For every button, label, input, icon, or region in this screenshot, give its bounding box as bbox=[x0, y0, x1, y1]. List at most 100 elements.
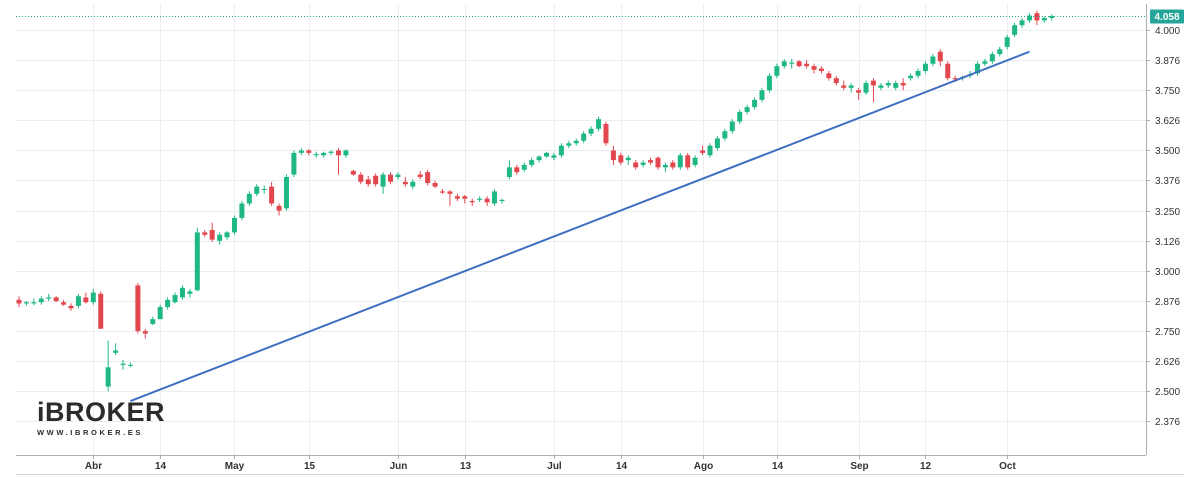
candle bbox=[75, 293, 81, 309]
candle-body bbox=[83, 297, 89, 303]
candle bbox=[209, 222, 215, 243]
candle bbox=[38, 296, 44, 305]
candle bbox=[900, 78, 906, 91]
candle bbox=[224, 231, 230, 240]
candle-body bbox=[974, 63, 980, 74]
candle bbox=[350, 169, 356, 176]
y-tick-label: 2.376 bbox=[1155, 417, 1180, 428]
candle bbox=[440, 189, 446, 194]
candle bbox=[707, 143, 713, 158]
candle bbox=[633, 160, 639, 170]
candle-body bbox=[261, 189, 267, 191]
candle-body bbox=[298, 150, 304, 153]
candle-body bbox=[187, 291, 193, 294]
x-tick-label: 13 bbox=[460, 461, 472, 472]
candle bbox=[744, 104, 750, 115]
candle bbox=[217, 232, 223, 245]
candle-body bbox=[306, 150, 312, 153]
candle-body bbox=[982, 61, 988, 64]
candle-body bbox=[610, 150, 616, 161]
candle-body bbox=[157, 307, 163, 320]
candle bbox=[172, 292, 178, 304]
candle bbox=[915, 68, 921, 79]
candle bbox=[566, 140, 572, 149]
candle bbox=[291, 150, 297, 177]
candle-body bbox=[633, 162, 639, 168]
candle-body bbox=[16, 299, 22, 304]
x-tick-label: 14 bbox=[772, 461, 784, 472]
candle bbox=[997, 46, 1003, 57]
candle bbox=[841, 80, 847, 91]
candle-body bbox=[930, 56, 936, 64]
candle bbox=[202, 229, 208, 238]
candle bbox=[1049, 14, 1055, 21]
y-tick-label: 4.000 bbox=[1155, 26, 1180, 37]
y-tick-label: 2.876 bbox=[1155, 297, 1180, 308]
x-tick-label: 15 bbox=[304, 461, 316, 472]
candle-body bbox=[789, 62, 795, 64]
candle bbox=[618, 152, 624, 165]
candle bbox=[573, 138, 579, 146]
candle bbox=[670, 160, 676, 170]
candle bbox=[61, 299, 67, 306]
candle bbox=[46, 293, 52, 302]
candle-body bbox=[61, 302, 67, 305]
candle bbox=[492, 189, 498, 206]
candle-body bbox=[781, 61, 787, 67]
candle-body bbox=[922, 63, 928, 71]
candle-body bbox=[885, 83, 891, 86]
candle-body bbox=[544, 152, 550, 157]
candle bbox=[261, 185, 267, 194]
candle-body bbox=[506, 167, 512, 177]
candle bbox=[848, 83, 854, 93]
candle bbox=[380, 172, 386, 194]
candle-body bbox=[841, 85, 847, 88]
candle-body bbox=[46, 297, 52, 299]
candle bbox=[506, 160, 512, 180]
candle-body bbox=[417, 174, 423, 177]
candle-body bbox=[766, 75, 772, 91]
candle bbox=[737, 109, 743, 124]
candle-body bbox=[254, 186, 260, 194]
candle-body bbox=[1041, 17, 1047, 21]
candle-body bbox=[529, 160, 535, 165]
candle-body bbox=[291, 152, 297, 175]
x-tick-label: Jul bbox=[547, 461, 562, 472]
candle bbox=[454, 193, 460, 202]
candle bbox=[246, 191, 252, 206]
candle-body bbox=[283, 176, 289, 209]
candle-body bbox=[313, 154, 319, 156]
candle-body bbox=[952, 78, 958, 80]
candle-body bbox=[127, 364, 133, 366]
candle-body bbox=[53, 297, 59, 302]
candle bbox=[98, 291, 104, 329]
candle-body bbox=[692, 157, 698, 165]
candle-body bbox=[380, 174, 386, 187]
candle-body bbox=[878, 85, 884, 88]
candle-body bbox=[536, 156, 542, 161]
candle-body bbox=[388, 174, 393, 182]
candle-body bbox=[142, 331, 148, 334]
candle-body bbox=[1004, 37, 1010, 47]
candle-body bbox=[350, 170, 356, 175]
y-tick-label: 3.876 bbox=[1155, 56, 1180, 67]
candle-body bbox=[38, 298, 44, 303]
candle-body bbox=[217, 234, 223, 241]
candle-body bbox=[477, 198, 483, 200]
candle bbox=[930, 54, 936, 67]
candle bbox=[165, 297, 171, 310]
candle-body bbox=[395, 174, 401, 177]
candle-body bbox=[31, 302, 37, 304]
candle-body bbox=[848, 85, 854, 88]
candle bbox=[596, 116, 602, 132]
candle bbox=[187, 289, 193, 298]
candle bbox=[692, 155, 698, 168]
candle bbox=[31, 298, 37, 306]
candle-body bbox=[618, 155, 624, 163]
candle bbox=[388, 172, 393, 185]
y-tick-label: 3.500 bbox=[1155, 146, 1180, 157]
candle-body bbox=[945, 63, 951, 79]
candle bbox=[796, 60, 802, 68]
brand-name: iBROKER bbox=[37, 397, 166, 427]
candle-body bbox=[328, 151, 334, 153]
